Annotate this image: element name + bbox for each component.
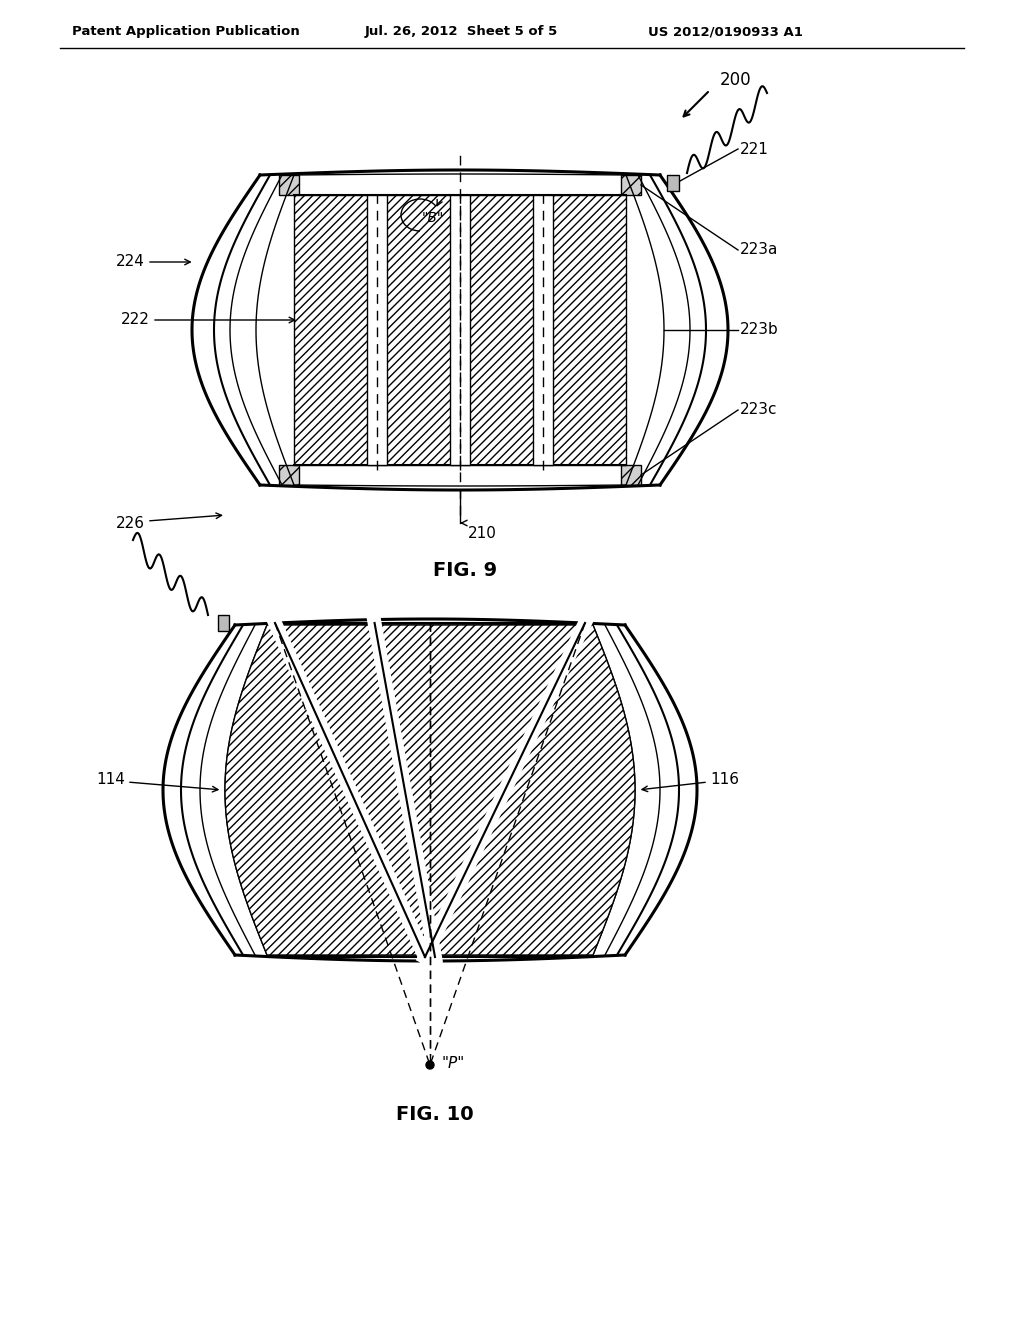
Bar [367,195,387,465]
Text: 114: 114 [96,772,125,788]
Polygon shape [225,624,635,954]
Bar [294,195,626,465]
Text: 226: 226 [116,516,145,531]
Text: 223b: 223b [740,322,778,338]
Bar [294,195,626,465]
Text: 223a: 223a [740,243,778,257]
Bar [621,465,641,484]
Circle shape [426,1061,434,1069]
Text: 223c: 223c [740,403,777,417]
Bar [534,195,553,465]
Text: "P": "P" [442,1056,465,1071]
Bar [621,176,641,195]
Text: FIG. 9: FIG. 9 [433,561,497,579]
Bar [279,465,299,484]
Bar [218,615,229,631]
Text: 222: 222 [121,313,150,327]
Text: 116: 116 [710,772,739,788]
Text: 210: 210 [468,525,497,540]
Text: Jul. 26, 2012  Sheet 5 of 5: Jul. 26, 2012 Sheet 5 of 5 [365,25,558,38]
Bar [279,176,299,195]
Text: 221: 221 [740,143,769,157]
Text: Patent Application Publication: Patent Application Publication [72,25,300,38]
Text: US 2012/0190933 A1: US 2012/0190933 A1 [648,25,803,38]
Text: FIG. 10: FIG. 10 [396,1106,474,1125]
Text: 224: 224 [116,255,145,269]
Text: "B": "B" [422,211,444,224]
Bar [450,195,470,465]
Text: 200: 200 [720,71,752,88]
Bar [667,176,679,191]
